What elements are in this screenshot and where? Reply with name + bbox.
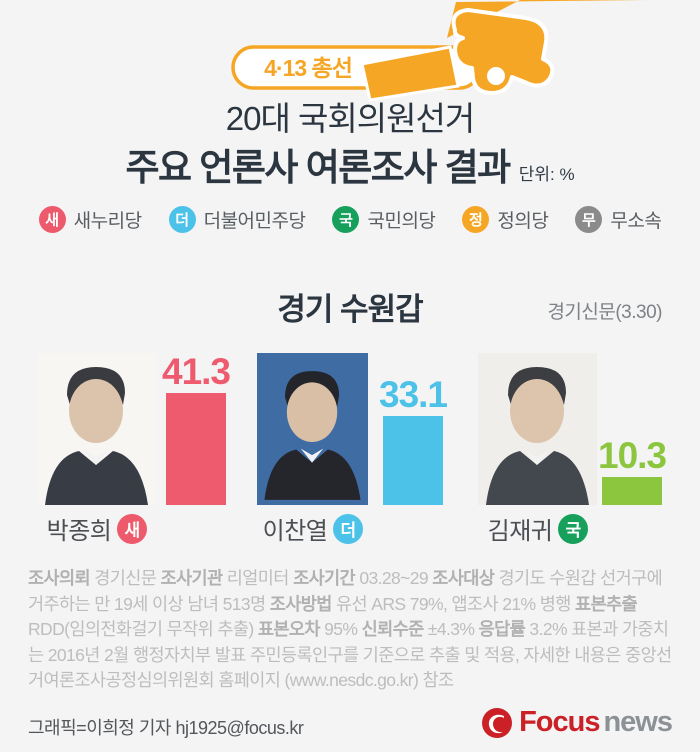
candidate-name: 김재귀 (487, 518, 553, 545)
logo-text-news: news (603, 706, 673, 738)
region-title: 경기 수원갑 (277, 292, 423, 327)
title-line1: 20대 국회의원선거 (225, 100, 475, 137)
footnote-segment: 표본추출 (574, 593, 638, 614)
footnote-segment: 조사기간 (293, 568, 360, 588)
title-line2-row: 주요 언론사 여론조사 결과 단위: % (0, 146, 700, 190)
party-badge-icon: 국 (332, 206, 360, 233)
footnote-segment: 95% (324, 619, 362, 639)
title-block: 20대 국회의원선거 주요 언론사 여론조사 결과 단위: % (0, 98, 700, 190)
bar-value-label: 41.3 (162, 351, 231, 392)
footnote-segment: 조사대상 (432, 568, 499, 588)
ballot-paper (360, 45, 460, 102)
legend-label: 무소속 (610, 211, 662, 232)
footnote-segment: ±4.3% (427, 619, 479, 639)
poll-bar (602, 477, 662, 505)
candidate-name: 박종희 (46, 518, 112, 545)
arm-shape (447, 0, 648, 38)
party-legend: 새 새누리당 더 더불어민주당 국 국민의당 정 정의당 무 무소속 (0, 206, 700, 233)
footnote: 조사의뢰 경기신문 조사기관 리얼미터 조사기간 03.28~29 조사대상 경… (28, 566, 678, 694)
portrait-silhouette (486, 367, 589, 505)
legend-label: 새누리당 (73, 211, 142, 232)
bar-column: 33.1 (379, 376, 448, 505)
party-badge-icon: 무 (575, 206, 603, 233)
election-badge-label: 4·13 총선 (264, 55, 352, 81)
candidate-card: 41.3 (37, 353, 237, 505)
legend-label: 더불어민주당 (203, 211, 306, 232)
graphic-credit: 그래픽=이희정 기자 hj1925@focus.kr (28, 718, 304, 738)
candidate-photo (257, 353, 368, 505)
bar-value-label: 10.3 (598, 435, 667, 476)
portrait-silhouette (45, 367, 148, 505)
legend-item-minjoo: 더 더불어민주당 (168, 206, 306, 233)
bar-column: 41.3 (162, 353, 231, 505)
candidate-name: 이찬열 (262, 518, 328, 545)
footnote-segment: 조사기관 (160, 568, 227, 588)
footnote-segment: 표본과 가중치는 2016년 2월 행정자치부 발표 주민등록인구를 기준으로 … (28, 619, 672, 690)
legend-item-kukmin: 국 국민의당 (332, 206, 436, 233)
party-badge-icon: 정 (462, 206, 490, 233)
party-badge-icon: 새 (117, 513, 148, 544)
title-line2: 주요 언론사 여론조사 결과 (125, 147, 511, 188)
candidate-name-row: 김재귀 국 (458, 511, 618, 546)
party-badge-icon: 더 (168, 206, 196, 233)
legend-item-justice: 정 정의당 (462, 206, 549, 233)
footnote-segment: RDD(임의전화걸기 무작위 추출) (28, 619, 258, 639)
logo-text-focus: Focus (519, 706, 600, 738)
party-badge-icon: 더 (333, 513, 364, 544)
hand-shape (451, 8, 555, 95)
focus-news-logo: Focus news (481, 706, 673, 739)
unit-label: 단위: % (518, 165, 575, 184)
legend-label: 정의당 (497, 211, 549, 232)
poll-bar (383, 416, 443, 505)
candidate-name-row: 이찬열 더 (233, 511, 393, 546)
footnote-segment: 조사의뢰 (28, 568, 95, 588)
poll-source: 경기신문(3.30) (547, 302, 662, 323)
footnote-segment: 리얼미터 (226, 568, 294, 588)
candidate-photo (478, 353, 597, 505)
footnote-segment: 경기신문 (94, 568, 161, 588)
focus-news-logo-icon (482, 707, 513, 738)
poll-bar (166, 393, 226, 505)
portrait-silhouette (264, 371, 361, 500)
bar-value-label: 33.1 (379, 374, 448, 415)
footnote-segment: 조사방법 (269, 593, 337, 614)
footnote-segment: 응답률 (478, 619, 530, 639)
legend-label: 국민의당 (367, 211, 436, 232)
party-badge-icon: 국 (558, 513, 589, 544)
footnote-segment: 신뢰수준 (361, 619, 428, 639)
party-badge-icon: 새 (38, 206, 66, 233)
ballot-hand-icon: 4·13 총선 (231, 0, 648, 102)
footnote-segment: 3.2% (529, 619, 572, 639)
legend-item-saenuri: 새 새누리당 (38, 206, 142, 233)
candidate-photo (37, 353, 156, 505)
finger-curl-gap (487, 67, 505, 85)
legend-item-independent: 무 무소속 (575, 206, 662, 233)
bar-column: 10.3 (598, 437, 667, 505)
candidate-card: 33.1 (257, 353, 457, 505)
footnote-segment: 표본오차 (257, 619, 325, 639)
footnote-segment: 03.28~29 (359, 568, 433, 588)
candidate-card: 10.3 (478, 353, 678, 505)
footnote-segment: 유선 ARS 79%, 앱조사 21% 병행 (336, 593, 575, 614)
candidate-name-row: 박종희 새 (17, 511, 177, 546)
footnote-segment: 경기도 수원갑 선거구에 거주하는 만 19세 이상 남녀 513명 (28, 568, 663, 614)
